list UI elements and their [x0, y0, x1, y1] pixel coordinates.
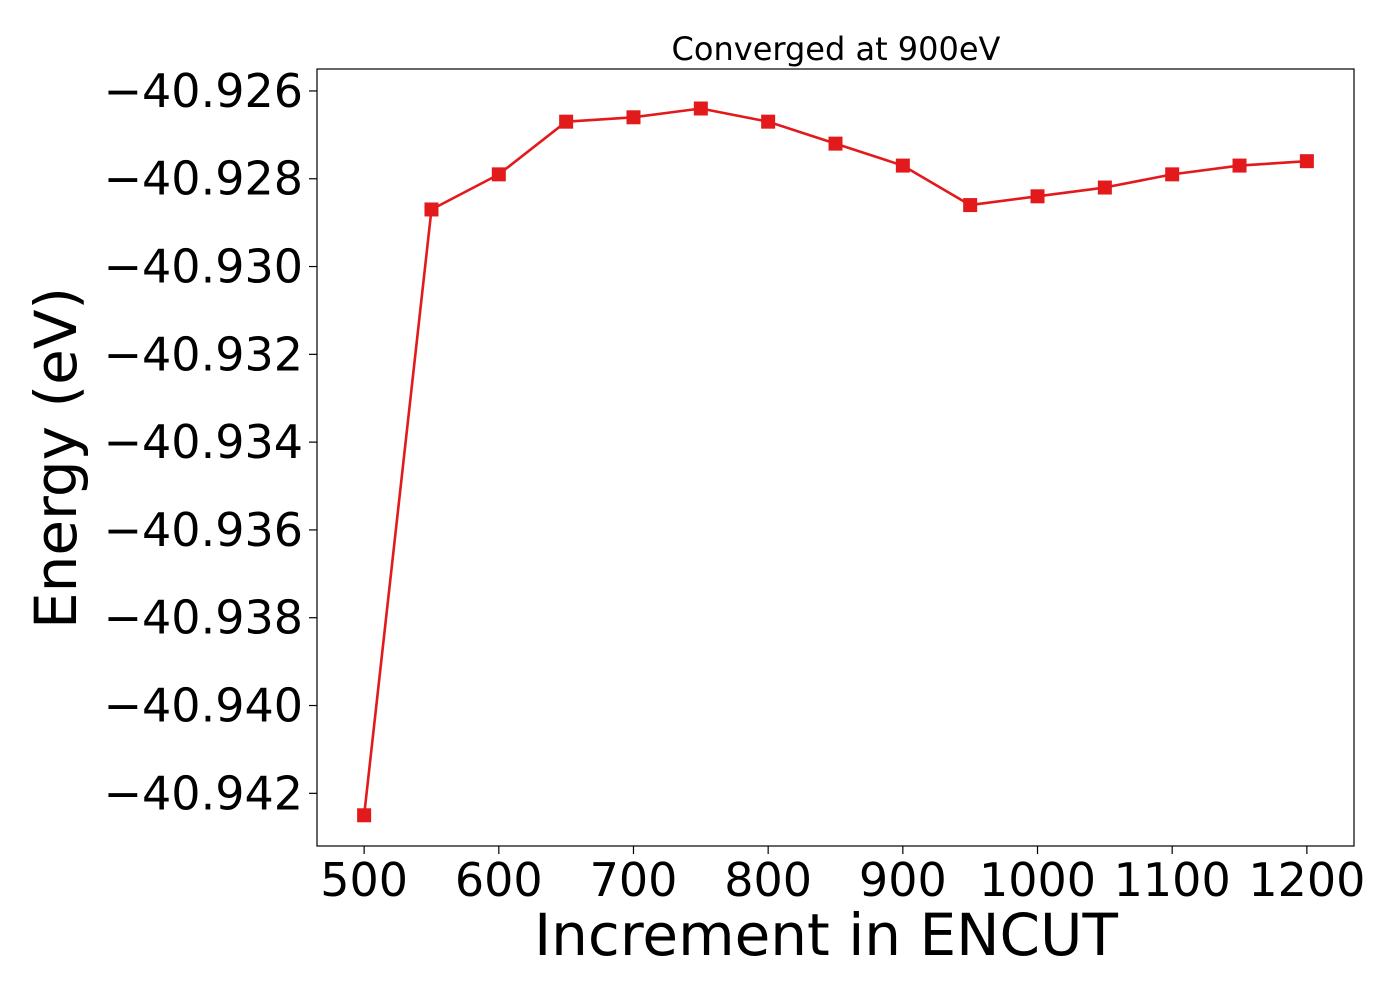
- x-tick-label: 1200: [1248, 853, 1365, 907]
- x-tick-label: 1100: [1114, 853, 1231, 907]
- y-tick-label: −40.936: [104, 503, 304, 557]
- x-tick-label: 800: [724, 853, 812, 907]
- y-tick-label: −40.940: [104, 679, 304, 733]
- data-point-marker: [761, 114, 776, 129]
- x-axis-label: Increment in ENCUT: [534, 901, 1118, 969]
- plot-layer: [357, 101, 1314, 823]
- y-tick-label: −40.928: [104, 152, 304, 206]
- data-point-marker: [828, 136, 843, 151]
- x-tick-label: 1000: [979, 853, 1096, 907]
- y-tick-label: −40.930: [104, 240, 304, 294]
- x-tick-label: 900: [859, 853, 947, 907]
- data-point-marker: [559, 114, 574, 129]
- data-point-marker: [963, 198, 978, 213]
- data-point-marker: [1165, 167, 1180, 182]
- data-point-marker: [1030, 189, 1045, 204]
- y-tick-label: −40.938: [104, 591, 304, 645]
- y-tick-label: −40.932: [104, 327, 304, 381]
- chart-title: Converged at 900eV: [672, 30, 1001, 68]
- x-tick-label: 600: [455, 853, 543, 907]
- data-point-marker: [693, 101, 708, 116]
- data-point-marker: [895, 158, 910, 173]
- data-point-marker: [1097, 180, 1112, 195]
- data-point-marker: [491, 167, 506, 182]
- y-axis-label: Energy (eV): [22, 287, 90, 629]
- y-tick-label: −40.934: [104, 415, 304, 469]
- data-point-marker: [1299, 154, 1314, 169]
- x-tick-label: 500: [320, 853, 408, 907]
- x-axis: 500 600 700 800 900 1000 1100 1200: [320, 846, 1365, 907]
- data-point-marker: [424, 202, 439, 217]
- plot-frame: [316, 68, 1355, 847]
- data-point-marker: [357, 808, 372, 823]
- y-tick-label: −40.942: [104, 766, 304, 820]
- y-tick-label: −40.926: [104, 64, 304, 118]
- y-axis: −40.926 −40.928 −40.930 −40.932 −40.934 −40.9…: [104, 64, 317, 820]
- data-point-marker: [1232, 158, 1247, 173]
- data-point-marker: [626, 110, 641, 125]
- x-tick-label: 700: [590, 853, 678, 907]
